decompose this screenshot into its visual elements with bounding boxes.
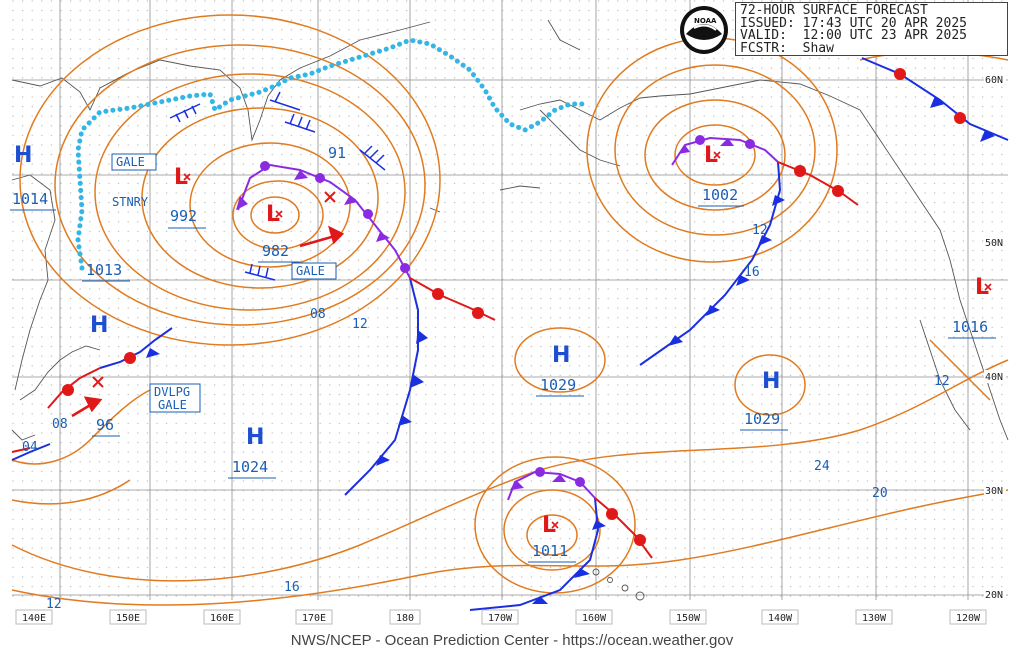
coastlines bbox=[11, 19, 1009, 441]
pressure-underlines bbox=[10, 205, 996, 563]
svg-text:NOAA: NOAA bbox=[694, 17, 717, 25]
lon-label-180: 180 bbox=[396, 613, 414, 624]
low-center-markers bbox=[92, 191, 336, 388]
isobar-label-6: 20 bbox=[872, 486, 888, 501]
pressure-values: 1014 992 982 1002 1013 1029 1029 1024 10… bbox=[12, 186, 988, 560]
lon-label-160e: 160E bbox=[210, 613, 234, 624]
lon-label-150w: 150W bbox=[676, 613, 701, 624]
pressure-value-2: 982 bbox=[262, 242, 289, 260]
pressure-value-6: 1029 bbox=[744, 410, 780, 428]
isobar-label-9: 08 bbox=[52, 417, 68, 432]
pressure-symbols: H L L L H H H H L L bbox=[14, 143, 989, 538]
isobar-label-7: 16 bbox=[284, 580, 300, 595]
pressure-value-3: 1002 bbox=[702, 186, 738, 204]
lat-label-20n: 20N bbox=[985, 590, 1003, 601]
pressure-value-7: 1024 bbox=[232, 458, 268, 476]
lat-label-40n: 40N bbox=[985, 372, 1003, 383]
lon-label-160w: 160W bbox=[582, 613, 607, 624]
isobar-label-0: 91 bbox=[328, 144, 346, 162]
lon-label-140e: 140E bbox=[22, 613, 46, 624]
footer-credit: NWS/NCEP - Ocean Prediction Center - htt… bbox=[290, 632, 734, 649]
pressure-value-1: 992 bbox=[170, 207, 197, 225]
lon-label-170e: 170E bbox=[302, 613, 326, 624]
isobar-label-1: 08 bbox=[310, 307, 326, 322]
lon-label-120w: 120W bbox=[956, 613, 981, 624]
warning-stnry: STNRY bbox=[112, 195, 149, 209]
isobar-label-4: 16 bbox=[744, 265, 760, 280]
storm-motion-arrows bbox=[71, 225, 345, 418]
hawaii-islands bbox=[592, 568, 645, 601]
warning-gale-3: GALE bbox=[158, 398, 187, 412]
isobar-label-3: 12 bbox=[752, 223, 768, 238]
svg-text:H: H bbox=[552, 343, 570, 368]
isobar-label-2: 12 bbox=[352, 317, 368, 332]
pressure-value-0: 1014 bbox=[12, 190, 48, 208]
svg-text:L: L bbox=[266, 202, 280, 227]
lat-label-60n: 60N bbox=[985, 75, 1003, 86]
warm-front-bumps bbox=[62, 68, 966, 546]
svg-text:H: H bbox=[90, 313, 108, 338]
warning-dvlpg: DVLPG bbox=[154, 385, 190, 399]
svg-text:H: H bbox=[246, 425, 264, 450]
forecaster: FCSTR: Shaw bbox=[740, 40, 834, 56]
pressure-value-4: 1013 bbox=[86, 261, 122, 279]
noaa-logo: NOAA bbox=[680, 6, 728, 54]
occluded-symbols bbox=[236, 135, 755, 490]
isobar-label-8: 12 bbox=[46, 597, 62, 612]
svg-text:H: H bbox=[14, 143, 32, 168]
pressure-value-5: 1029 bbox=[540, 376, 576, 394]
warning-gale-2: GALE bbox=[296, 264, 325, 278]
svg-text:L: L bbox=[704, 143, 718, 168]
lon-label-140w: 140W bbox=[768, 613, 793, 624]
warning-gale-1: GALE bbox=[116, 155, 145, 169]
svg-text:L: L bbox=[542, 513, 556, 538]
cold-front-barbs bbox=[146, 96, 995, 604]
pressure-value-9: 1016 bbox=[952, 318, 988, 336]
pressure-value-8: 1011 bbox=[532, 542, 568, 560]
isobar-labels: 91 08 12 12 16 24 20 16 12 08 04 12 bbox=[22, 144, 950, 612]
svg-text:L: L bbox=[174, 165, 188, 190]
low-small-x bbox=[183, 151, 992, 529]
lon-label-150e: 150E bbox=[116, 613, 140, 624]
warnings: GALE STNRY GALE DVLPG GALE bbox=[111, 153, 337, 413]
pressure-value-10: 96 bbox=[96, 416, 114, 434]
lon-label-170w: 170W bbox=[488, 613, 513, 624]
ice-edge bbox=[75, 37, 588, 271]
issued-time: ISSUED: 17:43 UTC 20 APR 2025 bbox=[740, 15, 967, 31]
svg-text:L: L bbox=[975, 275, 989, 300]
longitude-labels: 140E 150E 160E 170E 180 170W 160W 150W 1… bbox=[15, 609, 987, 625]
lat-label-30n: 30N bbox=[985, 486, 1003, 497]
isobars bbox=[11, 14, 1009, 606]
lon-label-130w: 130W bbox=[862, 613, 887, 624]
wind-barbs bbox=[169, 91, 386, 281]
isobar-label-11: 12 bbox=[934, 374, 950, 389]
forecast-info-box: 72-HOUR SURFACE FORECAST ISSUED: 17:43 U… bbox=[735, 2, 1008, 56]
forecast-title: 72-HOUR SURFACE FORECAST bbox=[740, 3, 928, 18]
svg-text:H: H bbox=[762, 369, 780, 394]
lat-label-50n: 50N bbox=[985, 238, 1003, 249]
latitude-labels: 60N 50N 40N 30N 20N bbox=[984, 73, 1006, 601]
isobar-label-10: 04 bbox=[22, 440, 38, 455]
valid-time: VALID: 12:00 UTC 23 APR 2025 bbox=[740, 28, 967, 43]
isobar-label-5: 24 bbox=[814, 459, 830, 474]
